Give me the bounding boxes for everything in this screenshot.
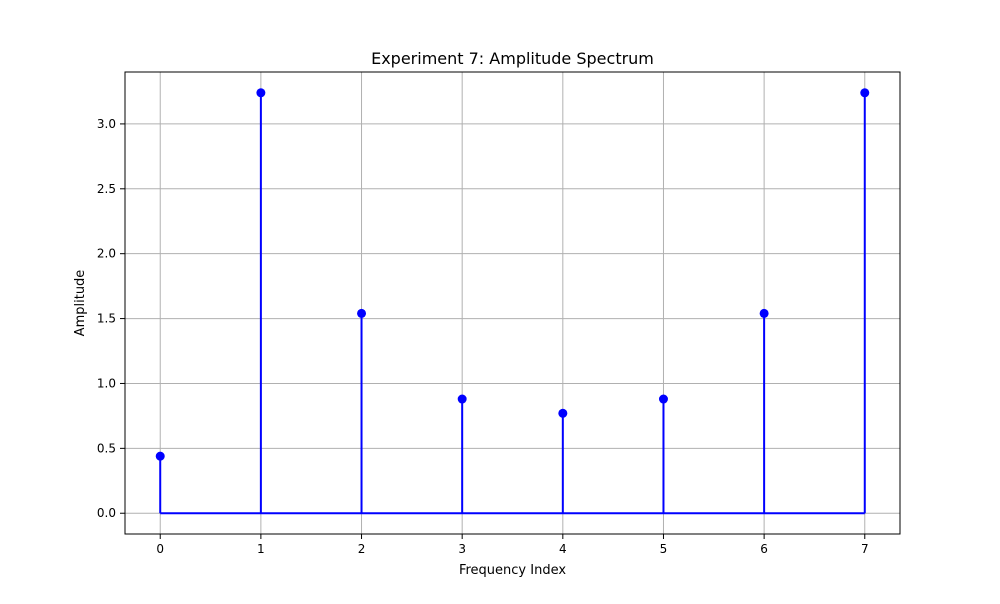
y-tick-label: 0.0 [97, 506, 116, 520]
stem-marker [860, 88, 870, 98]
x-tick-label: 4 [559, 542, 567, 556]
grid [125, 72, 900, 534]
x-axis-label: Frequency Index [459, 563, 566, 578]
stem-marker [558, 408, 568, 418]
stem-marker [357, 308, 367, 318]
plot-area [155, 88, 870, 515]
stem-marker [658, 394, 668, 404]
y-tick-label: 1.5 [97, 312, 116, 326]
y-tick-label: 3.0 [97, 117, 116, 131]
axes-frame [124, 71, 901, 535]
y-tick-label: 0.5 [97, 441, 116, 455]
stem-marker [759, 308, 769, 318]
x-tick-label: 1 [257, 542, 265, 556]
y-axis-label: Amplitude [73, 270, 88, 337]
x-tick-label: 6 [760, 542, 768, 556]
y-tick-label: 2.0 [97, 247, 116, 261]
stem-marker [155, 451, 165, 461]
x-tick-label: 3 [458, 542, 466, 556]
y-tick-label: 2.5 [97, 182, 116, 196]
chart-title: Experiment 7: Amplitude Spectrum [371, 49, 654, 68]
y-tick-label: 1.0 [97, 376, 116, 390]
stem-marker [256, 88, 266, 98]
x-tick-label: 7 [861, 542, 869, 556]
x-tick-label: 2 [358, 542, 366, 556]
ticks: 0 1 2 3 4 5 6 7 0.0 0.5 1.0 1.5 2.0 2.5 3.0 [97, 117, 869, 556]
stem-marker [457, 394, 467, 404]
x-tick-label: 5 [660, 542, 668, 556]
x-tick-label: 0 [156, 542, 164, 556]
